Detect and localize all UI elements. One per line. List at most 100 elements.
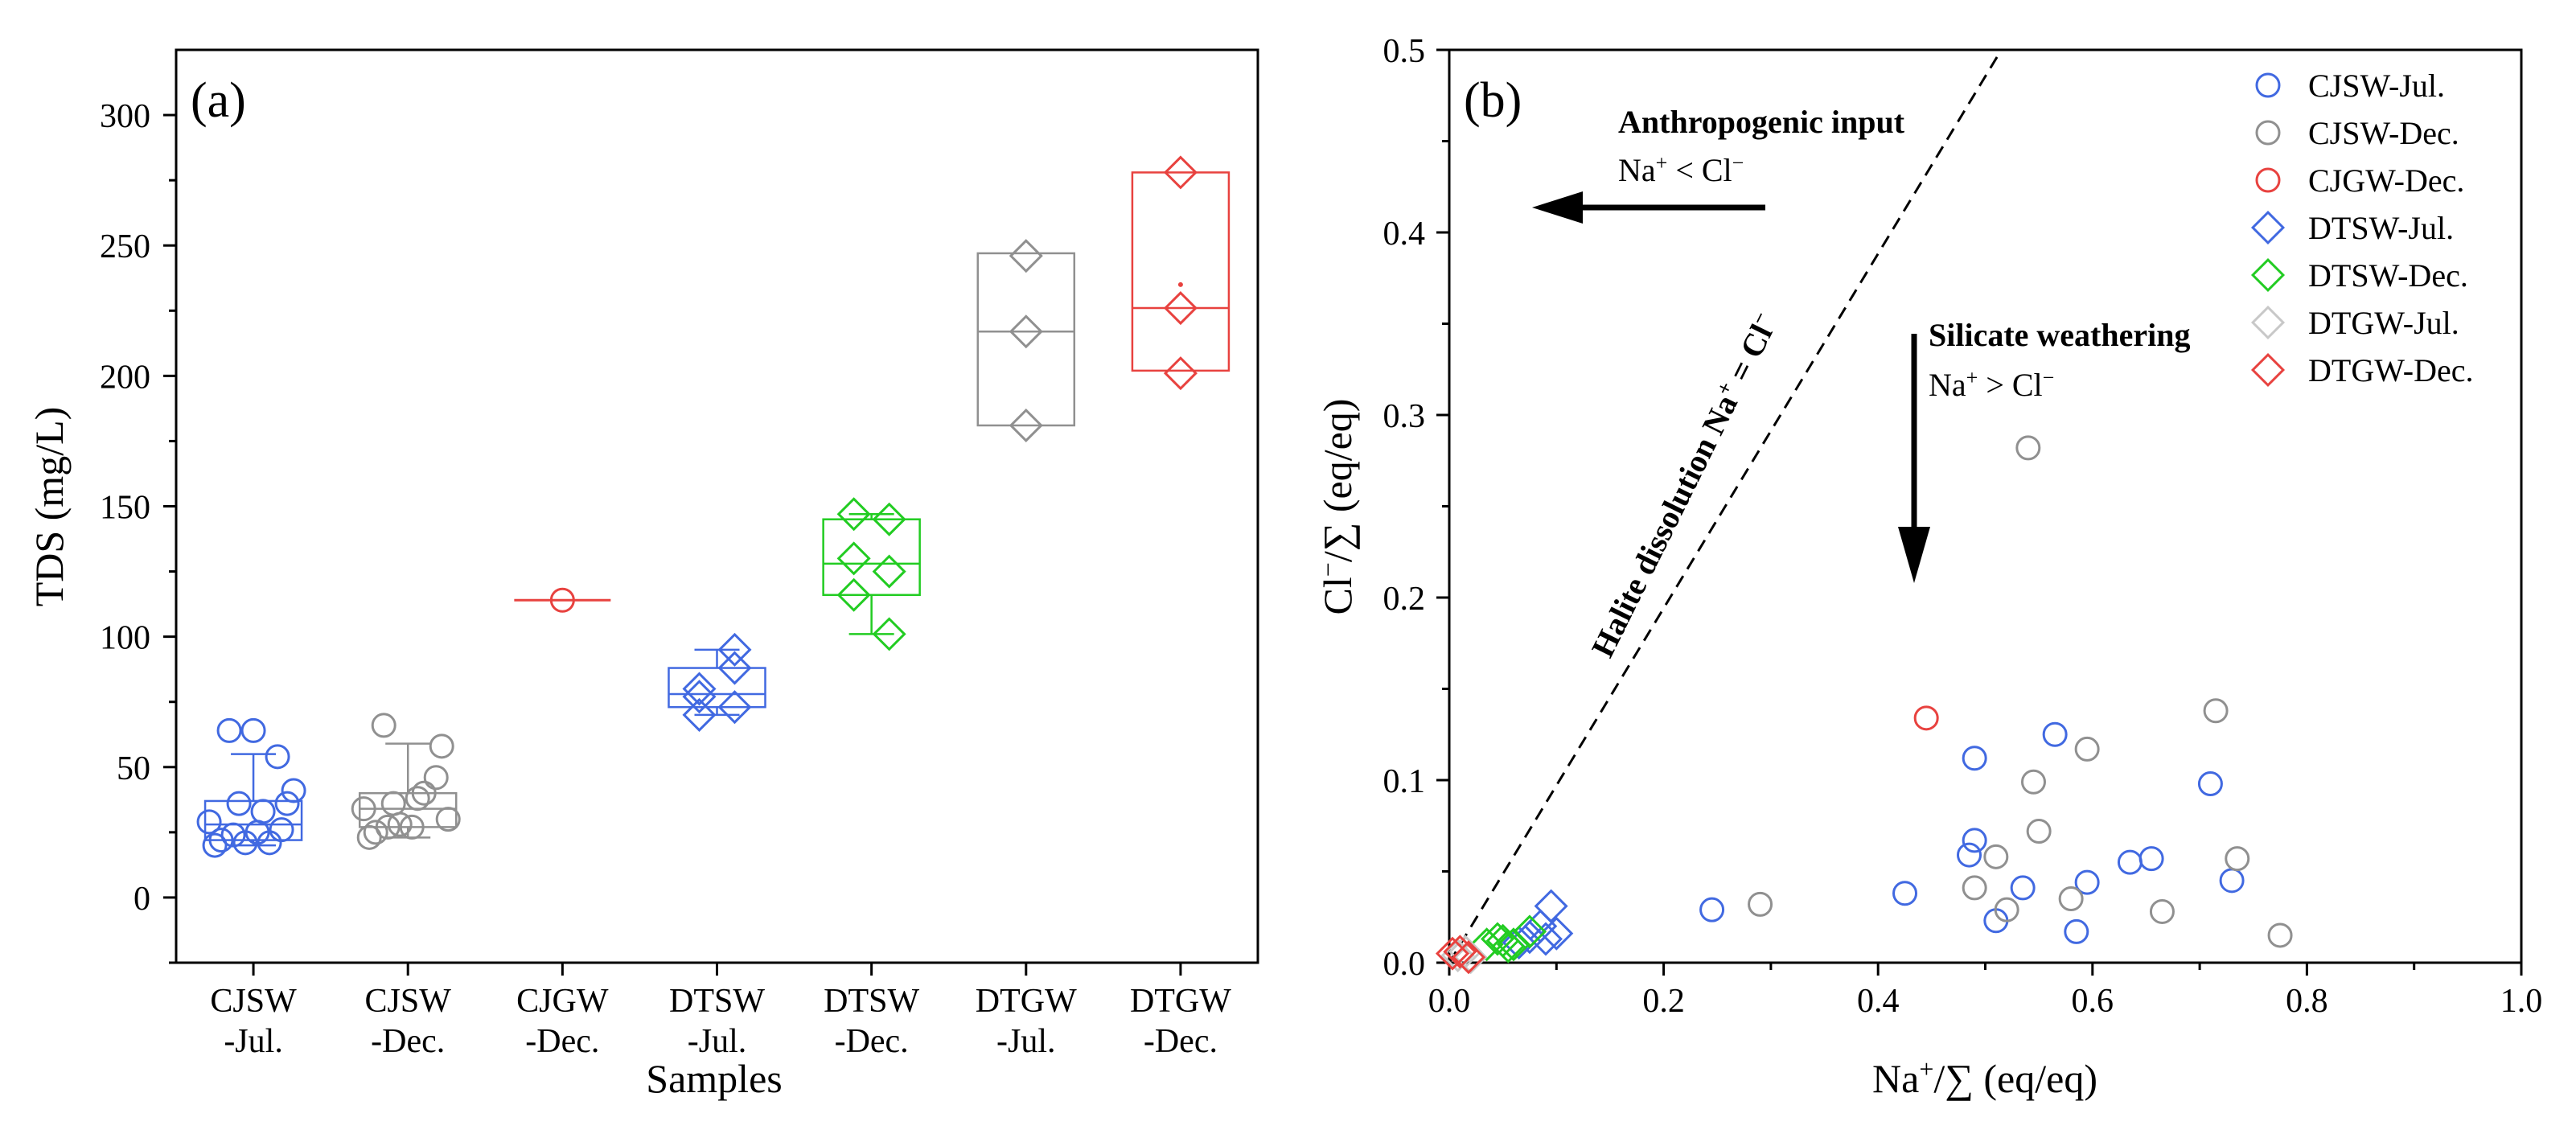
panel-a-frame [175,48,1259,964]
x-tick-label: -Jul. [996,1023,1056,1060]
y-tick-label: 200 [100,359,150,396]
legend-item: DTSW-Dec. [2250,257,2468,294]
data-point [202,832,228,858]
box-group [196,717,306,858]
scatter-point [2138,846,2164,872]
scatter-point [2020,769,2046,795]
data-point [435,807,461,832]
legend-marker [2255,120,2281,146]
x-tick-label: -Jul. [224,1023,283,1060]
scatter-point [2015,435,2041,461]
panel-b-x-axis-title: Na+/∑ (eq/eq) [1872,1054,2097,1101]
x-tick-label: -Jul. [688,1023,747,1060]
scatter-point [1962,875,1987,901]
scatter-point [1443,935,1477,969]
anthropogenic-input-title: Anthropogenic input [1618,104,1905,140]
legend-label: DTGW-Jul. [2308,305,2459,341]
data-point [836,541,871,576]
legend-label: DTSW-Dec. [2308,257,2468,294]
legend-marker [2250,210,2286,245]
x-tick-label: 1.0 [2500,983,2543,1020]
x-tick-label: -Dec. [371,1023,445,1060]
legend-marker [2250,305,2286,340]
legend-item: DTGW-Dec. [2250,352,2473,388]
scatter-point [1962,828,1987,853]
y-tick-label: 150 [100,490,150,527]
data-point [196,809,222,835]
panel-a-y-axis-title: TDS (mg/L) [27,407,72,607]
scatter-point [2074,869,2100,895]
scatter-point [1957,842,1982,868]
data-point [429,733,454,759]
box-group [514,587,611,613]
panel-b-label: (b) [1464,73,1522,128]
panel-b-points [1435,435,2293,975]
data-point [399,814,425,840]
y-tick-label: 0.3 [1383,398,1426,435]
scatter-point [2058,886,2084,912]
data-point [682,672,717,706]
panel-b-legend: CJSW-Jul. CJSW-Dec. CJGW-Dec. DTSW-Jul. DTSW… [2250,68,2473,388]
scatter-point [1994,897,2019,922]
legend-item: CJSW-Jul. [2255,68,2445,104]
data-point [1163,155,1198,190]
box-group [822,497,921,651]
data-point [411,780,437,806]
data-point [1009,408,1043,442]
data-point [549,587,575,613]
y-tick-label: 0.0 [1383,946,1426,983]
y-tick-label: 0.5 [1383,33,1426,70]
data-point [226,791,252,816]
data-point [250,799,276,824]
y-tick-label: 0.2 [1383,581,1426,618]
scatter-point [1962,746,1987,771]
data-point [836,497,871,532]
x-tick-label: 0.0 [1428,983,1471,1020]
data-point [380,791,406,816]
halite-dissolution-line [1448,49,2003,963]
scatter-point [2267,922,2293,948]
data-point [208,828,234,853]
data-point [281,778,306,803]
scatter-point [1913,705,1939,731]
data-point [216,717,242,743]
scatter-point [1699,897,1725,922]
x-tick-label: CJSW [365,983,452,1020]
box [822,518,921,597]
anthropogenic-input-condition: Na+ < Cl− [1618,151,1744,189]
data-point [240,717,266,743]
scatter-point [2225,846,2250,872]
data-point [1163,291,1198,326]
legend-label: CJSW-Dec. [2308,115,2459,151]
scatter-point [1502,926,1536,960]
data-point [872,617,906,651]
y-tick-label: 250 [100,228,150,265]
legend-item: CJGW-Dec. [2255,162,2464,199]
legend-marker [2250,257,2286,293]
legend-item: CJSW-Dec. [2255,115,2459,151]
data-point [717,651,752,685]
legend-label: CJSW-Jul. [2308,68,2445,104]
x-tick-label: -Dec. [525,1023,599,1060]
y-tick-label: 0.1 [1383,763,1426,800]
data-point [872,554,906,589]
box-group [351,713,461,850]
halite-dissolution-label: Halite dissolution Na+ = Cl− [1583,307,1785,663]
panel-b-y-axis-title: Cl−/∑ (eq/eq) [1313,399,1360,615]
legend-item: DTGW-Jul. [2250,305,2459,341]
data-point [1009,239,1043,273]
scatter-point [2149,898,2175,924]
legend-label: DTGW-Dec. [2308,352,2473,388]
x-tick-label: 0.4 [1857,983,1900,1020]
y-tick-label: 100 [100,620,150,657]
panel-a-x-axis-title: Samples [646,1056,782,1101]
x-tick-label: DTGW [976,983,1077,1020]
down-arrow-icon [1898,334,1930,583]
scatter-point [1451,940,1486,975]
x-tick-label: DTSW [824,983,919,1020]
scatter-point [1539,916,1574,951]
x-tick-label: -Dec. [835,1023,909,1060]
box-group [976,239,1076,442]
x-tick-label: 0.8 [2286,983,2328,1020]
